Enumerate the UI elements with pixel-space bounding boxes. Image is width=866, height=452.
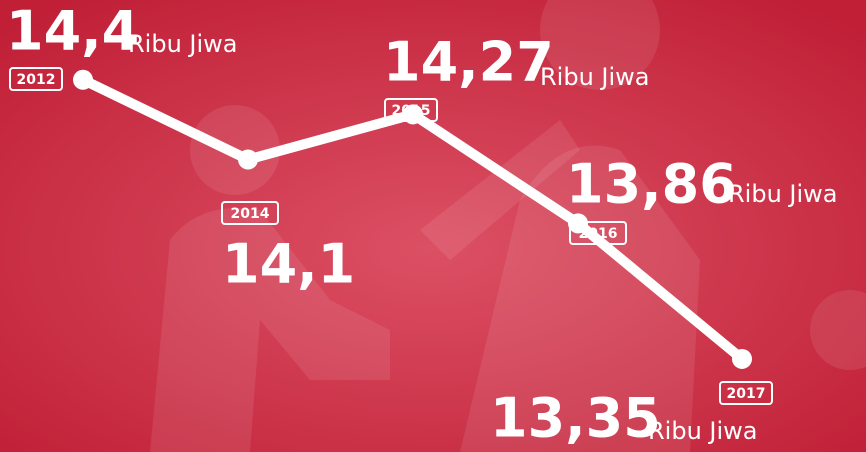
- value-label: 14,4: [6, 0, 139, 63]
- background-figures: [150, 0, 866, 452]
- data-point: [238, 149, 258, 170]
- year-box: [719, 381, 773, 405]
- year-box: [569, 221, 627, 245]
- unit-label: Ribu Jiwa: [648, 417, 758, 445]
- year-label: 2014: [231, 206, 270, 222]
- year-label: 2017: [727, 386, 766, 402]
- data-point: [403, 104, 423, 125]
- value-label: 13,86: [566, 153, 737, 216]
- data-point: [568, 213, 588, 234]
- value-label: 14,27: [383, 31, 554, 94]
- unit-label: Ribu Jiwa: [728, 180, 838, 208]
- year-label: 2016: [579, 226, 618, 242]
- year-box: [221, 201, 279, 225]
- data-point: [73, 69, 93, 90]
- unit-label: Ribu Jiwa: [540, 63, 650, 91]
- unit-label: Ribu Jiwa: [128, 30, 238, 58]
- year-box: [9, 67, 63, 91]
- value-label: 14,1: [222, 233, 355, 296]
- year-label: 2015: [392, 103, 431, 119]
- year-label: 2012: [17, 72, 56, 88]
- data-point: [732, 348, 752, 369]
- value-label: 13,35: [490, 387, 661, 450]
- year-box: [384, 98, 438, 122]
